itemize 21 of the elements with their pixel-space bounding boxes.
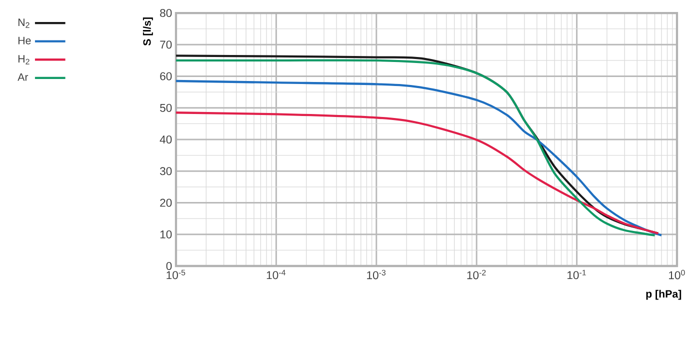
x-axis-title: p [hPa]	[646, 290, 682, 300]
x-tick-label: 10$^{-3}$	[367, 270, 386, 280]
y-tick-label: 30	[160, 167, 172, 176]
x-tick-label: 10$^{0}$	[669, 270, 685, 280]
legend-label: Ar	[18, 73, 28, 81]
legend-label: N$_{2}$	[18, 18, 30, 28]
y-tick-label: 0	[166, 262, 172, 270]
legend-label: He	[18, 36, 31, 44]
y-tick-label: 80	[160, 9, 172, 18]
y-tick-label: 40	[160, 136, 172, 144]
legend-label: H$_{2}$	[18, 55, 30, 64]
y-tick-label: 20	[160, 198, 172, 207]
x-tick-label: 10$^{-5}$	[166, 270, 186, 280]
x-tick-label: 10$^{-4}$	[266, 270, 286, 280]
y-tick-label: 10	[160, 230, 172, 238]
x-tick-label: 10$^{-2}$	[467, 270, 486, 280]
y-axis-title: S [l/s]	[142, 17, 153, 46]
y-tick-label: 70	[160, 40, 172, 49]
y-tick-label: 50	[160, 104, 172, 112]
x-tick-label: 10$^{-1}$	[567, 270, 586, 280]
y-tick-label: 60	[160, 72, 172, 80]
